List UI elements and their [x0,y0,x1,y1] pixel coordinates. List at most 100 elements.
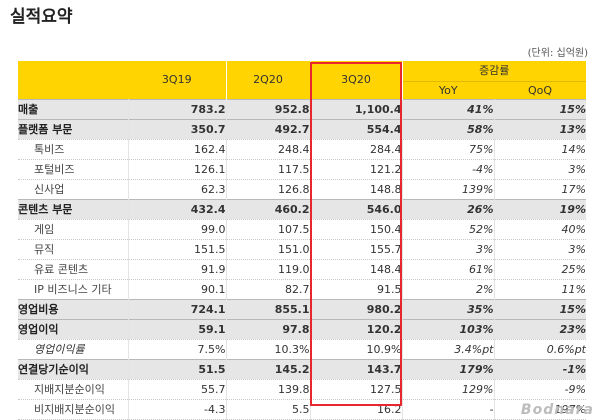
value-yoy: -4% [401,159,494,180]
value-qoq: -9% [493,379,586,400]
value-3q20: 16.2 [309,399,402,420]
header-period-3q19: 3Q19 [128,61,227,100]
value-2q20: 248.4 [225,139,310,160]
header-growth: 증감률 [402,61,586,82]
value-3q20: 546.0 [309,199,402,220]
unit-note: (단위: 십억원) [527,48,588,59]
table-row: 비지배지분순이익 -4.3 5.5 16.2-197% [18,399,586,420]
table-row: 톡비즈 162.4 248.4 284.4 75% 14% [18,139,586,160]
value-2q20: 5.5 [225,399,310,420]
table-row: 지배지분순이익 55.7 139.8 127.5 129% -9% [18,379,586,400]
value-qoq: 0.6%pt [493,339,586,360]
value-2q20: 151.0 [225,239,310,260]
value-3q19: 126.1 [127,159,226,180]
value-3q20: 120.2 [309,319,402,340]
value-qoq: 40% [493,219,586,240]
table-row: 영업이익률 7.5% 10.3% 10.9% 3.4%pt 0.6%pt [18,339,586,360]
table-row: 영업비용 724.1 855.1 980.2 35% 15% [18,299,586,320]
value-3q19: 51.5 [127,359,226,380]
table-row: 유료 콘텐츠 91.9 119.0 148.4 61% 25% [18,259,586,280]
value-yoy: 41% [401,99,494,120]
row-label: 영업이익률 [34,343,85,356]
value-3q20: 150.4 [309,219,402,240]
value-qoq: 11% [493,279,586,300]
header-qoq: QoQ [494,81,586,100]
row-label: 유료 콘텐츠 [34,263,89,276]
value-3q20: 121.2 [309,159,402,180]
value-yoy: - [401,399,494,420]
value-2q20: 126.8 [225,179,310,200]
value-yoy: 58% [401,119,494,140]
value-3q19: 783.2 [127,99,226,120]
value-yoy: 52% [401,219,494,240]
value-yoy: 2% [401,279,494,300]
value-3q20: 148.8 [309,179,402,200]
table-row: 뮤직 151.5 151.0 155.7 3% 3% [18,239,586,260]
value-yoy: 139% [401,179,494,200]
table-row: 콘텐츠 부문 432.4 460.2 546.0 26% 19% [18,199,586,220]
value-3q19: 151.5 [127,239,226,260]
value-2q20: 139.8 [225,379,310,400]
header-period-3q20: 3Q20 [310,61,403,100]
row-label: 연결당기순이익 [18,359,128,380]
table-row: IP 비즈니스 기타 90.1 82.7 91.5 2% 11% [18,279,586,300]
row-label: 게임 [34,223,55,236]
table-row: 신사업 62.3 126.8 148.8 139% 17% [18,179,586,200]
row-label: 비지배지분순이익 [34,403,115,416]
value-3q20: 284.4 [309,139,402,160]
row-label: 뮤직 [34,243,55,256]
value-3q20: 554.4 [309,119,402,140]
value-qoq: 19% [493,199,586,220]
row-label: 플랫폼 부문 [18,119,128,140]
row-label: 매출 [18,99,128,120]
value-2q20: 952.8 [225,99,310,120]
value-qoq: 197% [493,399,586,420]
value-qoq: 15% [493,99,586,120]
value-qoq: 13% [493,119,586,140]
value-3q19: 62.3 [127,179,226,200]
value-2q20: 10.3% [225,339,310,360]
value-qoq: 14% [493,139,586,160]
earnings-summary-table: 3Q19 2Q20 3Q20 증감률 YoY QoQ 매출 783.2 952.8 1… [18,61,586,420]
value-3q20: 148.4 [309,259,402,280]
value-3q19: 350.7 [127,119,226,140]
value-3q20: 980.2 [309,299,402,320]
value-2q20: 82.7 [225,279,310,300]
value-2q20: 107.5 [225,219,310,240]
value-2q20: 460.2 [225,199,310,220]
value-3q20: 10.9% [309,339,402,360]
row-label: 지배지분순이익 [34,383,105,396]
value-3q19: 99.0 [127,219,226,240]
table-row: 매출 783.2 952.8 1,100.4 41% 15% [18,99,586,120]
value-3q19: 90.1 [127,279,226,300]
value-qoq: 3% [493,239,586,260]
watermark: Bodnara [520,402,594,418]
table-row: 연결당기순이익 51.5 145.2 143.7 179% -1% [18,359,586,380]
value-3q20: 143.7 [309,359,402,380]
value-yoy: 75% [401,139,494,160]
value-yoy: 35% [401,299,494,320]
value-qoq: 15% [493,299,586,320]
value-3q19: 162.4 [127,139,226,160]
value-yoy: 179% [401,359,494,380]
value-2q20: 145.2 [225,359,310,380]
value-2q20: 97.8 [225,319,310,340]
value-3q19: 432.4 [127,199,226,220]
row-label: IP 비즈니스 기타 [34,283,112,296]
value-yoy: 26% [401,199,494,220]
row-label: 콘텐츠 부문 [18,199,128,220]
value-qoq: 17% [493,179,586,200]
header-yoy: YoY [402,81,494,100]
value-qoq: 25% [493,259,586,280]
value-3q19: 724.1 [127,299,226,320]
value-yoy: 3% [401,239,494,260]
header-period-2q20: 2Q20 [226,61,311,100]
value-3q19: -4.3 [127,399,226,420]
value-yoy: 61% [401,259,494,280]
value-3q20: 91.5 [309,279,402,300]
value-yoy: 3.4%pt [401,339,494,360]
row-label: 톡비즈 [34,143,65,156]
value-qoq: -1% [493,359,586,380]
value-qoq: 23% [493,319,586,340]
value-3q20: 155.7 [309,239,402,260]
